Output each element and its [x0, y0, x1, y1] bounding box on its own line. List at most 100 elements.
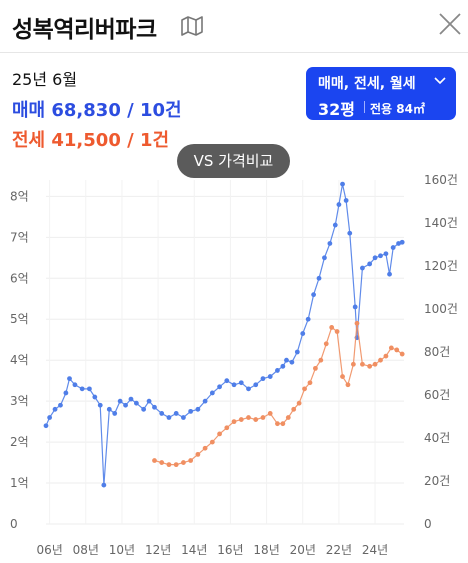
map-icon[interactable] [181, 16, 203, 36]
data-point [372, 255, 378, 261]
y-right-tick-label: 80건 [424, 345, 450, 359]
data-point [101, 482, 107, 488]
data-point [58, 402, 63, 408]
data-point [224, 425, 230, 431]
data-point [195, 451, 201, 457]
data-point [47, 415, 53, 420]
data-point [52, 406, 58, 412]
y-right-tick-label: 140건 [424, 216, 458, 230]
summary-month: 25년 6월 [12, 70, 78, 89]
y-left-tick-label: 2억 [10, 435, 29, 449]
data-point [313, 365, 318, 371]
data-point [209, 390, 215, 396]
x-tick-label: 24년 [362, 543, 388, 557]
data-point [188, 458, 194, 463]
data-point [181, 460, 186, 465]
data-point [390, 245, 396, 250]
data-point [360, 265, 365, 271]
data-point [112, 411, 118, 416]
y-left-tick-label: 6억 [10, 271, 29, 285]
data-point [246, 415, 251, 420]
series-line [45, 183, 403, 486]
data-point [347, 230, 353, 236]
x-tick-label: 14년 [181, 543, 207, 557]
data-point [332, 222, 338, 228]
data-point [300, 331, 306, 336]
sale-summary: 매매 68,830 / 10건 [12, 100, 182, 121]
data-point [246, 386, 251, 392]
data-point [188, 408, 194, 414]
complex-title: 성복역리버파크 [12, 17, 157, 43]
data-point [275, 368, 280, 373]
y-left-tick-label: 5억 [10, 312, 29, 326]
y-left-tick-label: 0 [10, 517, 18, 531]
data-point [334, 329, 340, 334]
data-point [86, 386, 92, 392]
data-point [202, 398, 208, 404]
data-point [284, 357, 289, 363]
data-point [231, 419, 237, 425]
y-left-tick-label: 8억 [10, 189, 29, 203]
data-point [275, 421, 280, 427]
data-point [117, 398, 123, 404]
data-point [152, 458, 157, 463]
data-point [231, 382, 237, 388]
trade-type-size-selector[interactable]: 매매, 전세, 월세 32평 전용 84㎡ [306, 67, 456, 120]
data-point [224, 378, 230, 384]
jeonse-summary: 전세 41,500 / 1건 [12, 130, 170, 151]
y-left-tick-label: 1억 [10, 476, 29, 490]
data-point [367, 261, 373, 267]
x-tick-label: 16년 [217, 543, 243, 557]
data-point [378, 357, 383, 363]
divider [364, 101, 365, 113]
y-left-tick-label: 3억 [10, 394, 29, 408]
header: 성복역리버파크 [0, 0, 468, 53]
x-tick-label: 20년 [290, 543, 316, 557]
data-point [146, 398, 152, 404]
data-point [340, 181, 345, 187]
data-point [372, 361, 378, 367]
data-point [316, 275, 322, 281]
data-point [79, 386, 85, 392]
data-point [343, 198, 349, 203]
data-point [399, 239, 405, 245]
data-point [302, 386, 307, 392]
y-left-tick-label: 7억 [10, 230, 29, 244]
x-tick-label: 10년 [109, 543, 135, 557]
data-point [399, 351, 405, 357]
data-point [396, 241, 401, 246]
data-point [296, 400, 302, 406]
data-point [134, 400, 139, 406]
data-point [267, 374, 273, 379]
price-chart[interactable]: 0 1억 2억 3억 4억 5억 6억 7억 8억 0 20건 40건 60건 80건 100건 120건 14… [0, 160, 468, 563]
data-point [367, 363, 373, 369]
exclusive-area-label: 전용 84㎡ [370, 102, 425, 116]
close-icon[interactable] [436, 10, 464, 38]
x-tick-label: 08년 [73, 543, 99, 557]
data-point [383, 251, 389, 257]
data-point [350, 361, 356, 367]
data-point [280, 363, 286, 369]
pyeong-size-label: 32평 [318, 100, 355, 119]
data-point [152, 404, 157, 410]
data-point [383, 353, 389, 359]
y-right-tick-label: 160건 [424, 173, 458, 187]
data-point [329, 325, 335, 330]
data-point [336, 202, 342, 207]
data-point [388, 345, 394, 351]
y-left-tick-label: 4억 [10, 353, 29, 367]
y-right-tick-label: 120건 [424, 259, 458, 273]
data-point [141, 406, 147, 412]
y-right-tick-label: 0 [424, 517, 432, 531]
vs-price-compare-button[interactable]: VS 가격비교 [177, 144, 290, 178]
data-point [289, 359, 295, 365]
data-point [378, 253, 383, 259]
data-point [260, 415, 266, 420]
y-right-tick-label: 20건 [424, 474, 450, 488]
data-point [260, 376, 266, 382]
y-right-tick-label: 60건 [424, 388, 450, 402]
data-point [166, 415, 172, 420]
x-tick-label: 22년 [326, 543, 352, 557]
data-point [195, 406, 201, 412]
data-point [209, 439, 215, 445]
